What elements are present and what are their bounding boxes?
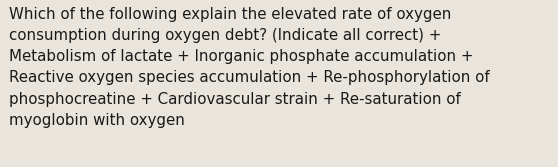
- Text: Which of the following explain the elevated rate of oxygen
consumption during ox: Which of the following explain the eleva…: [9, 7, 490, 128]
